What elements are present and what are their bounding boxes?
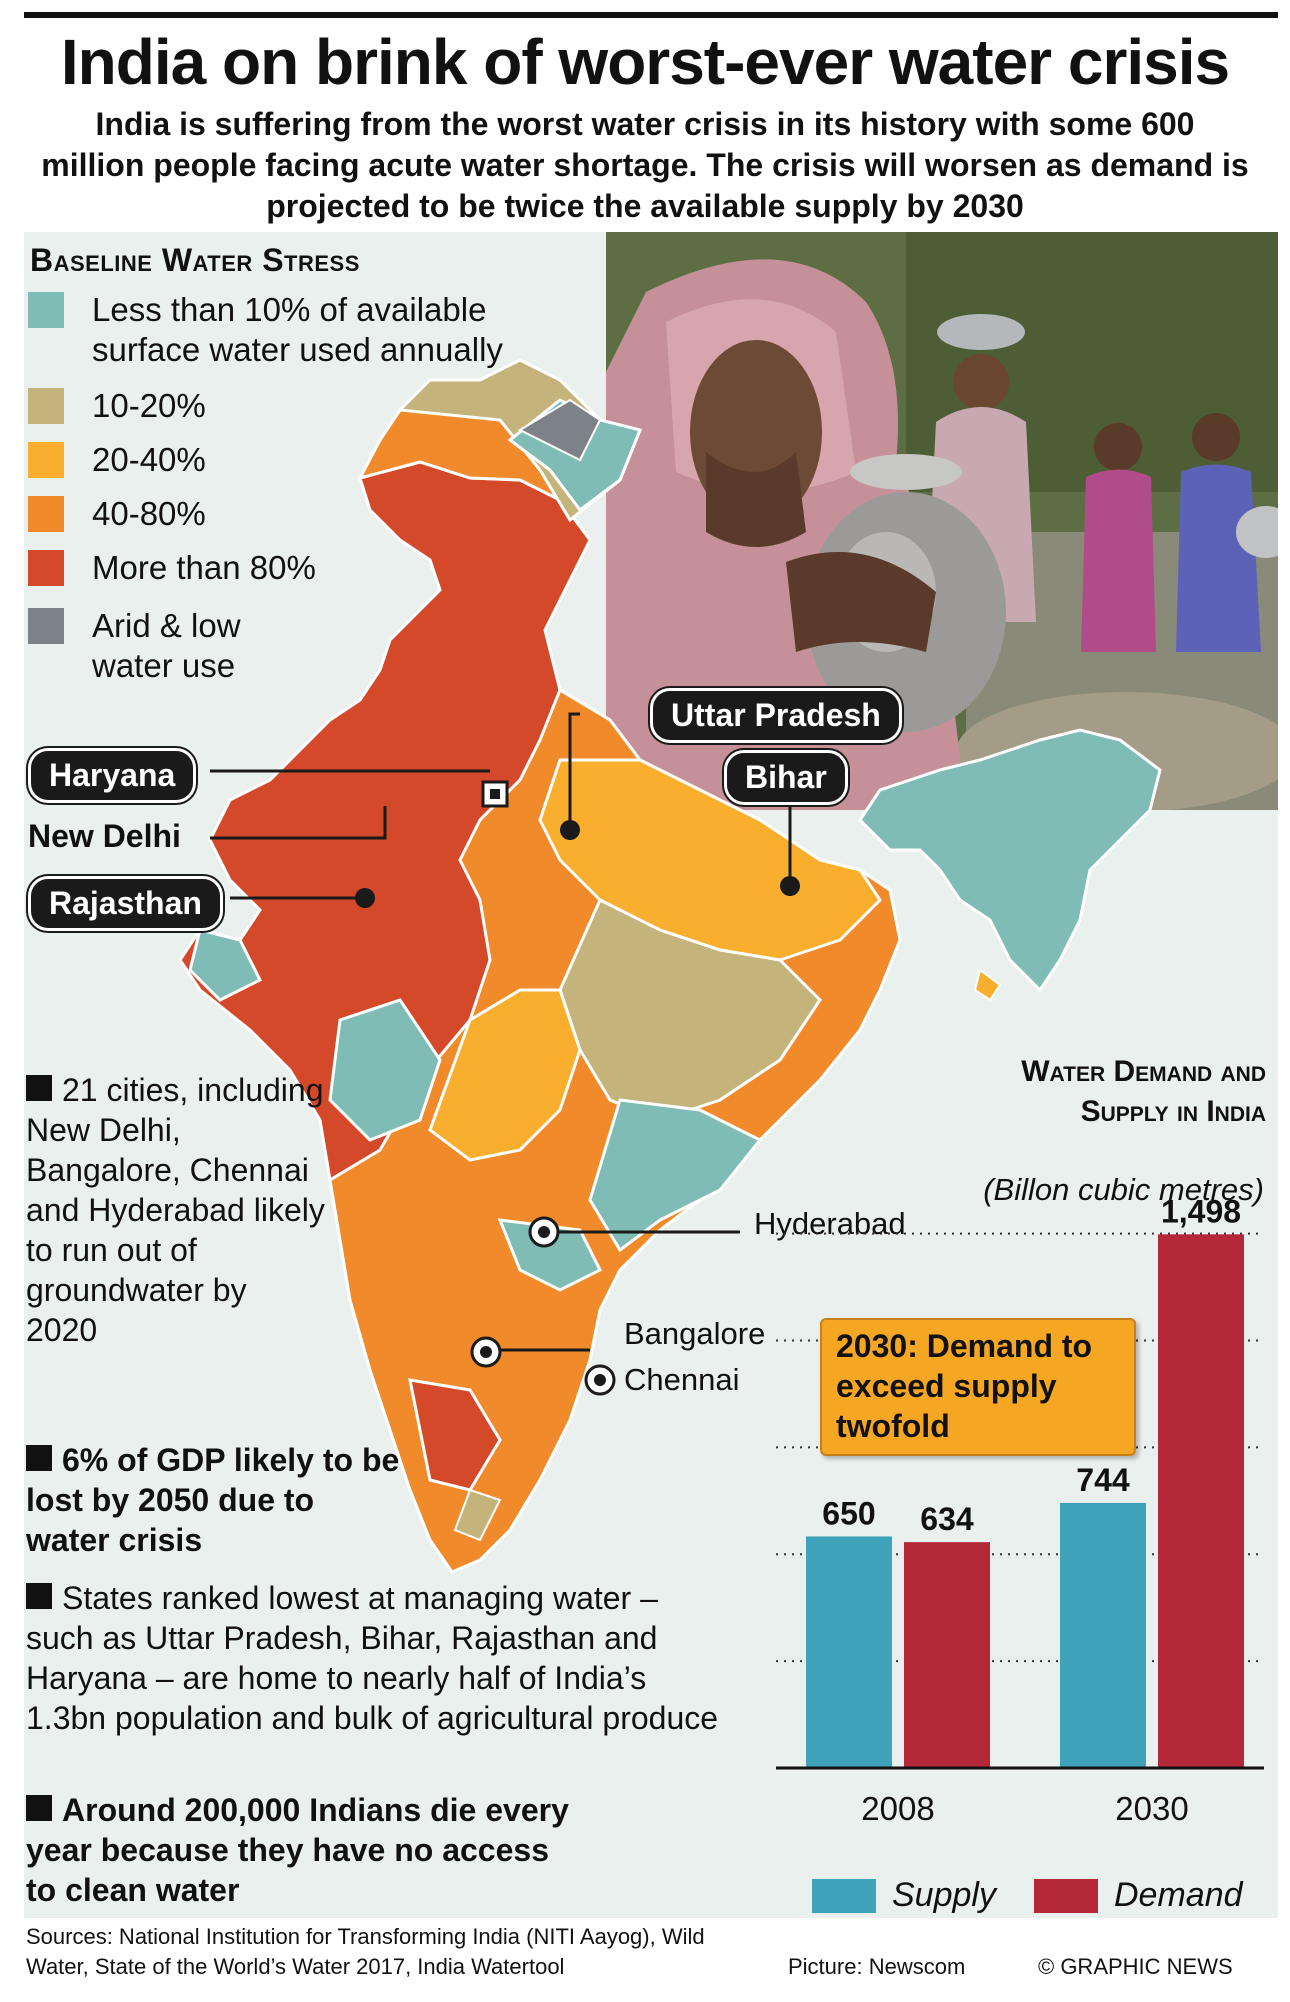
label-haryana: Haryana: [28, 748, 197, 803]
legend-swatch: [28, 550, 64, 586]
legend-label: 10-20%: [92, 387, 206, 424]
bullet-square-icon: [26, 1795, 52, 1821]
legend-item: 20-40%: [28, 440, 592, 480]
bar-value-label: 650: [822, 1495, 875, 1531]
chart-callout: 2030: Demand to exceed supply twofold: [820, 1318, 1136, 1456]
bar-supply-2030: [1060, 1502, 1146, 1768]
bar-value-label: 634: [920, 1501, 974, 1537]
photo-women-carrying-water: [606, 232, 1278, 810]
fact-gdp: 6% of GDP likely to be lost by 2050 due …: [26, 1442, 400, 1558]
hyderabad-marker: [528, 1216, 560, 1248]
legend-label: 20-40%: [92, 441, 206, 478]
legend-item: 10-20%: [28, 386, 592, 426]
fact-deaths: Around 200,000 Indians die every year be…: [26, 1792, 569, 1908]
legend-item: Arid & low water use: [28, 606, 282, 686]
fact-groundwater: 21 cities, including New Delhi, Bangalor…: [26, 1072, 325, 1348]
demand-swatch: [1034, 1878, 1098, 1913]
legend-item: Less than 10% of available surface water…: [28, 290, 592, 370]
bullet-square-icon: [26, 1445, 52, 1471]
chart-title: Water Demand and Supply in India: [1021, 1055, 1266, 1128]
legend-swatch: [28, 496, 64, 532]
rajasthan-dot: [355, 888, 375, 908]
bihar-dot: [780, 876, 800, 896]
top-rule: [24, 12, 1278, 18]
fact-states: States ranked lowest at managing water –…: [26, 1580, 719, 1736]
label-uttar-pradesh: Uttar Pradesh: [650, 688, 902, 743]
uttar-pradesh-dot: [560, 820, 580, 840]
bullet-square-icon: [26, 1075, 52, 1101]
legend-demand: Demand: [1034, 1876, 1243, 1915]
footer-sources: Sources: National Institution for Transf…: [26, 1924, 705, 1979]
legend-label: Less than 10% of available surface water…: [92, 291, 503, 368]
label-bangalore: Bangalore: [624, 1316, 766, 1351]
bar-value-label: 1,498: [1161, 1193, 1241, 1229]
legend-label: Arid & low water use: [92, 607, 241, 684]
label-hyderabad: Hyderabad: [754, 1206, 906, 1241]
legend-swatch: [28, 608, 64, 644]
footer-picture-credit: Picture: Newscom: [788, 1954, 966, 1979]
legend-label: More than 80%: [92, 549, 316, 586]
bullet-square-icon: [26, 1583, 52, 1609]
footer-copyright: © GRAPHIC NEWS: [1038, 1954, 1233, 1979]
label-rajasthan: Rajasthan: [28, 876, 223, 931]
bar-value-label: 744: [1076, 1462, 1130, 1498]
bangalore-marker: [470, 1336, 502, 1368]
chart-unit: (Billon cubic metres): [983, 1172, 1264, 1207]
legend-title: Baseline Water Stress: [30, 242, 360, 278]
legend-swatch: [28, 292, 64, 328]
x-tick-label: 2030: [1115, 1790, 1188, 1827]
legend-swatch: [28, 388, 64, 424]
chennai-marker: [584, 1364, 616, 1396]
legend-label: 40-80%: [92, 495, 206, 532]
supply-swatch: [812, 1878, 876, 1913]
bar-supply-2008: [806, 1536, 892, 1768]
x-tick-label: 2008: [861, 1790, 934, 1827]
bar-demand-2008: [904, 1542, 990, 1768]
legend-item: 40-80%: [28, 494, 592, 534]
legend-swatch: [28, 442, 64, 478]
page-title: India on brink of worst-ever water crisi…: [60, 26, 1230, 98]
label-chennai: Chennai: [624, 1362, 740, 1397]
bar-demand-2030: [1158, 1234, 1244, 1768]
page-subtitle: India is suffering from the worst water …: [41, 106, 1249, 224]
legend-supply: Supply: [812, 1876, 996, 1915]
label-new-delhi: New Delhi: [28, 818, 181, 854]
label-bihar: Bihar: [724, 750, 848, 805]
legend-item: More than 80%: [28, 548, 592, 588]
